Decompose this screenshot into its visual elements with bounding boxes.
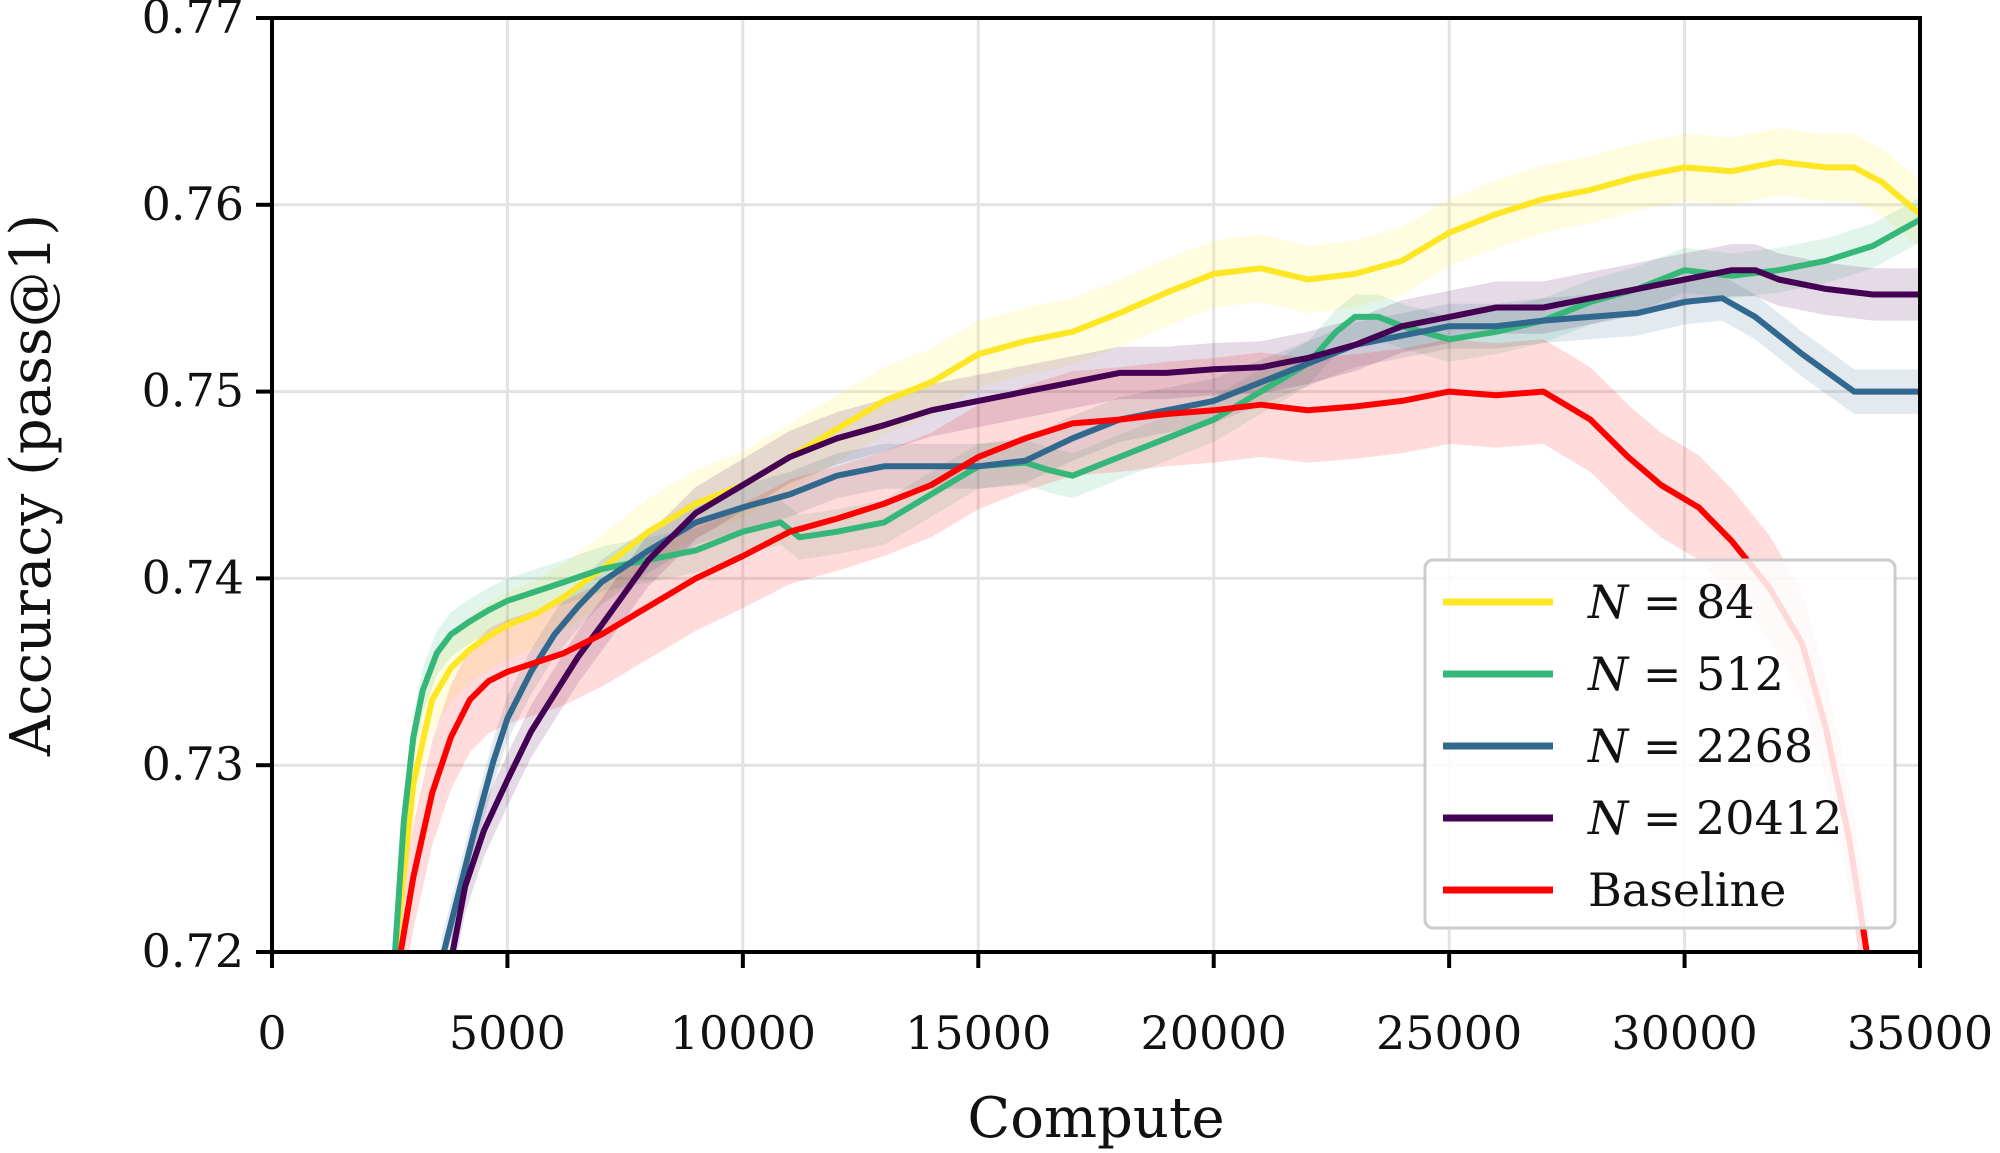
x-tick-label: 10000 xyxy=(670,1006,816,1060)
band-n-20412 xyxy=(450,244,1920,952)
legend-label-n-2268: N = 2268 xyxy=(1587,719,1813,773)
y-tick-label: 0.74 xyxy=(142,550,244,604)
line-n-512 xyxy=(392,216,1920,952)
legend-label-n-84: N = 84 xyxy=(1587,575,1755,629)
line-n-84 xyxy=(392,158,1920,952)
legend-label-n-20412: N = 20412 xyxy=(1587,791,1842,845)
band-baseline xyxy=(399,339,1869,952)
x-tick-label: 35000 xyxy=(1847,1006,1993,1060)
y-tick-label: 0.77 xyxy=(142,0,244,44)
x-axis-title: Compute xyxy=(967,1086,1224,1151)
y-tick-label: 0.76 xyxy=(142,177,244,231)
line-baseline xyxy=(397,388,1870,952)
legend: N = 84 N = 512 N = 2268 N = 20412 Baseline xyxy=(1423,558,1897,930)
x-tick-label: 25000 xyxy=(1376,1006,1522,1060)
y-tick-label: 0.75 xyxy=(142,364,244,418)
y-tick-label: 0.73 xyxy=(142,737,244,791)
x-tick-label: 0 xyxy=(257,1006,286,1060)
line-n-2268 xyxy=(440,295,1920,952)
y-axis-title: Accuracy (pass@1) xyxy=(0,214,64,757)
line-n-20412 xyxy=(449,267,1920,952)
band-n-84 xyxy=(394,128,1920,952)
legend-label-baseline: Baseline xyxy=(1588,863,1786,917)
x-tick-label: 20000 xyxy=(1141,1006,1287,1060)
legend-label-n-512: N = 512 xyxy=(1587,647,1784,701)
series-lines xyxy=(392,158,1920,952)
x-tick-label: 30000 xyxy=(1611,1006,1757,1060)
axis-ticks: 0 5000 10000 15000 20000 25000 30000 35000 0.72 0… xyxy=(142,0,1994,1060)
plot-frame xyxy=(270,16,1922,954)
legend-box xyxy=(1423,558,1897,930)
x-tick-label: 5000 xyxy=(449,1006,566,1060)
y-tick-label: 0.72 xyxy=(142,924,244,978)
x-tick-label: 15000 xyxy=(905,1006,1051,1060)
